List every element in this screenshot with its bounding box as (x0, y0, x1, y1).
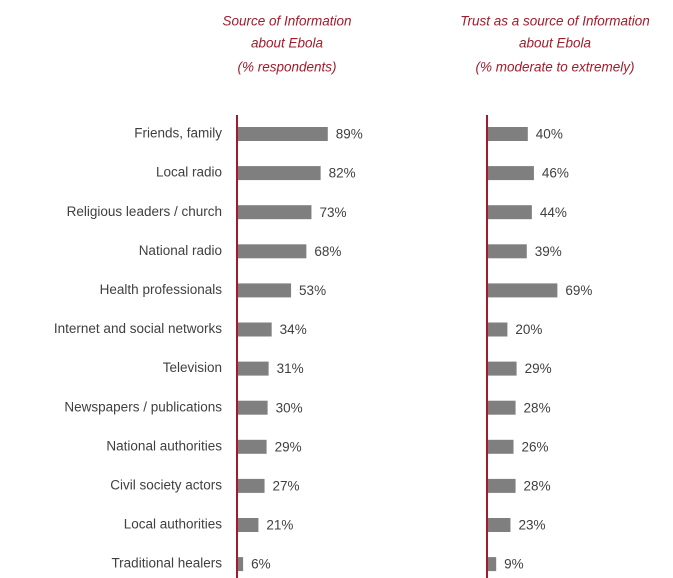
bar (237, 439, 267, 454)
category-label: National radio (139, 243, 222, 258)
bar (487, 205, 532, 220)
value-label: 26% (522, 439, 549, 454)
bar (237, 283, 292, 298)
bar (237, 557, 244, 572)
category-label: Internet and social networks (54, 321, 222, 336)
chart-title: about Ebola (519, 36, 592, 51)
value-label: 27% (273, 478, 300, 493)
chart-title: (% respondents) (237, 60, 336, 75)
bar (487, 322, 508, 337)
bar (237, 400, 268, 415)
bar (487, 400, 516, 415)
bar (237, 518, 259, 532)
bar (487, 361, 517, 376)
value-label: 39% (535, 244, 562, 259)
bar (487, 518, 511, 532)
chart-title: Trust as a source of Information (460, 14, 650, 29)
value-label: 20% (515, 322, 542, 337)
value-label: 73% (319, 205, 346, 220)
value-label: 40% (536, 127, 563, 142)
value-label: 23% (518, 518, 545, 533)
value-label: 21% (266, 518, 293, 533)
value-label: 53% (299, 283, 326, 298)
value-label: 46% (542, 166, 569, 181)
category-label: Religious leaders / church (67, 204, 222, 219)
value-label: 89% (336, 127, 363, 142)
value-label: 29% (525, 361, 552, 376)
value-label: 31% (277, 361, 304, 376)
value-label: 34% (280, 322, 307, 337)
value-label: 9% (504, 557, 524, 572)
value-label: 6% (251, 557, 271, 572)
value-label: 69% (565, 283, 592, 298)
category-label: Television (163, 360, 222, 375)
value-label: 30% (276, 400, 303, 415)
value-label: 44% (540, 205, 567, 220)
bar (237, 244, 307, 259)
chart-title: Source of Information (222, 14, 351, 29)
category-label: Traditional healers (111, 556, 222, 571)
bar (237, 478, 265, 493)
bar (487, 478, 516, 493)
bar (237, 127, 328, 141)
bar (237, 166, 321, 181)
category-label: Health professionals (100, 282, 223, 297)
value-label: 28% (524, 400, 551, 415)
category-label: Local authorities (124, 517, 223, 532)
chart-title: about Ebola (251, 36, 324, 51)
bar (487, 166, 534, 181)
bar (487, 127, 528, 141)
bar (487, 283, 558, 298)
bar (237, 322, 272, 337)
bar (487, 439, 514, 454)
chart-title: (% moderate to extremely) (475, 60, 634, 75)
value-label: 82% (329, 166, 356, 181)
category-label: Friends, family (134, 126, 222, 141)
bar (237, 361, 269, 376)
value-label: 28% (524, 478, 551, 493)
value-label: 29% (275, 439, 302, 454)
category-label: Newspapers / publications (64, 399, 222, 414)
category-label: Civil society actors (110, 477, 222, 492)
bar (237, 205, 312, 220)
bar (487, 557, 497, 572)
bar (487, 244, 527, 259)
category-label: National authorities (106, 438, 222, 453)
category-label: Local radio (156, 165, 222, 180)
value-label: 68% (314, 244, 341, 259)
